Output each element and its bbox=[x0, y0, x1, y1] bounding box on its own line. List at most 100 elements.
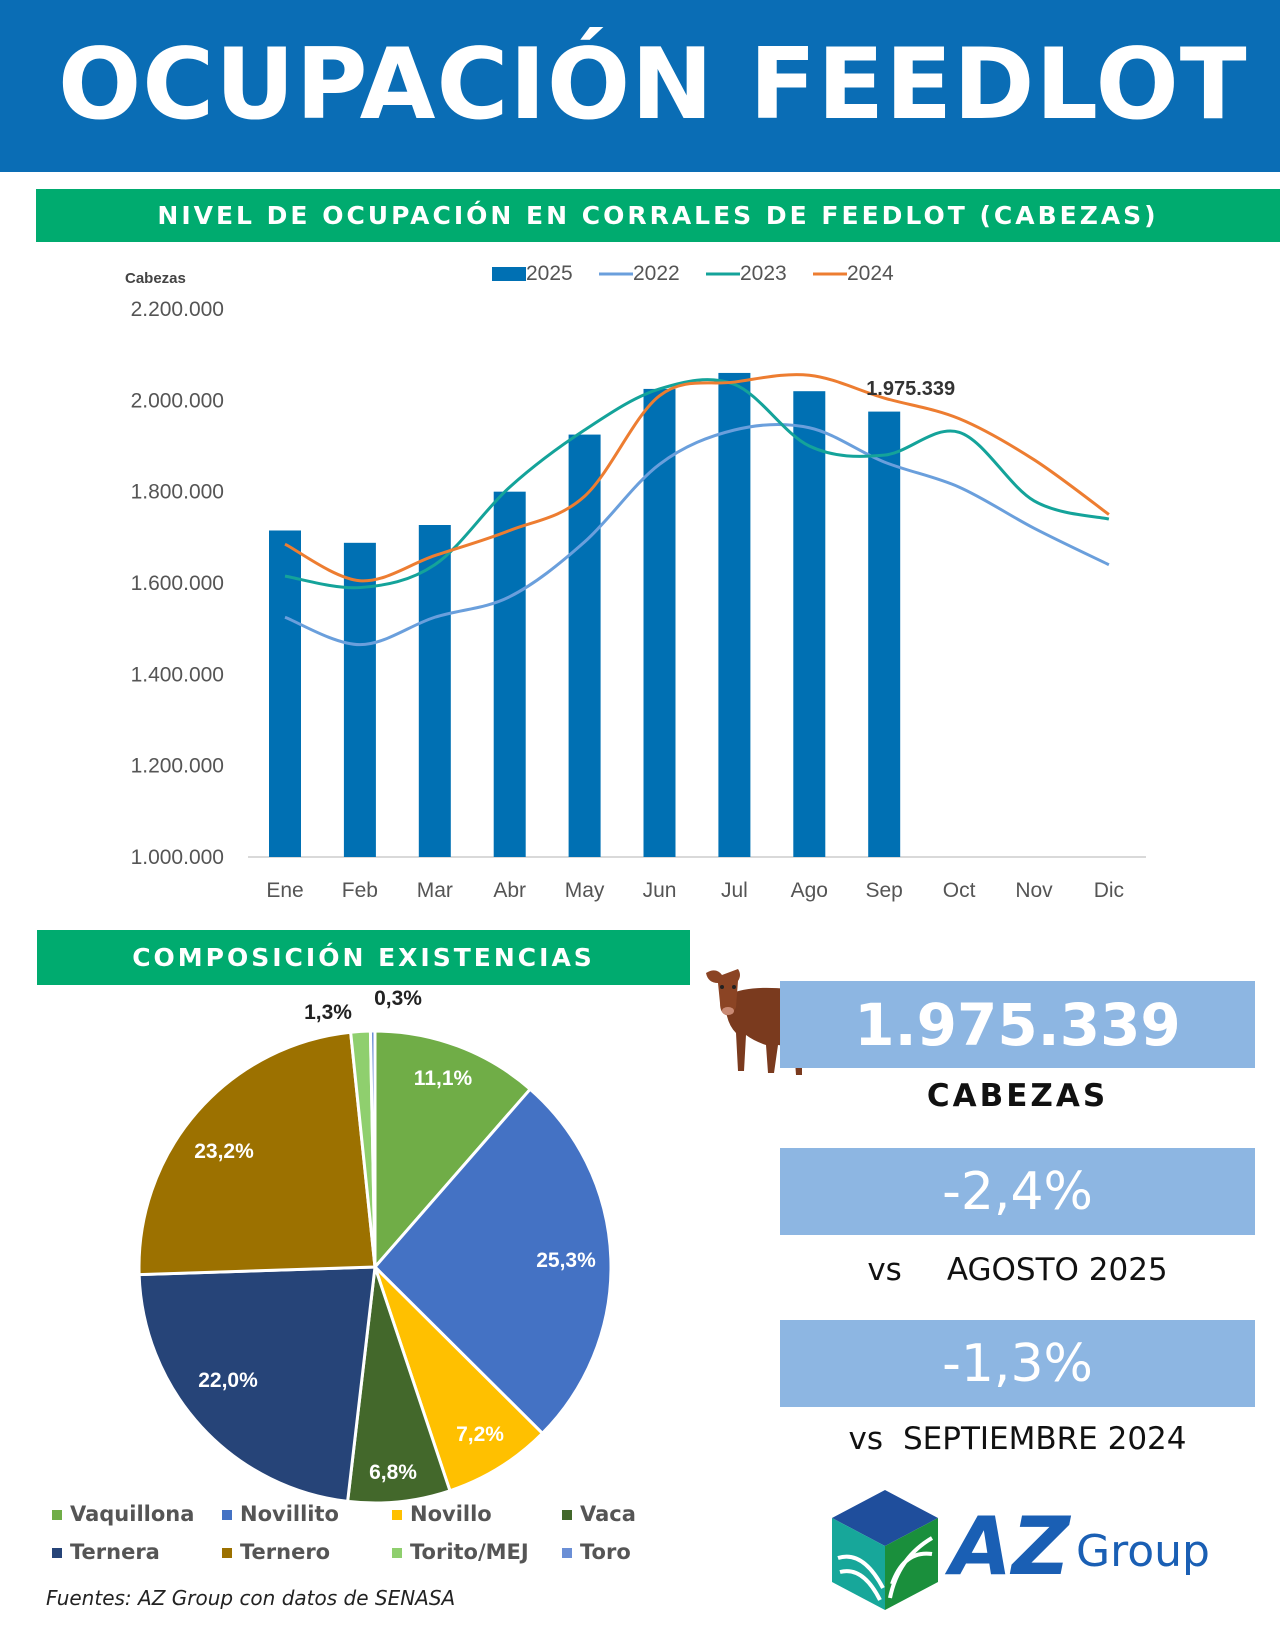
mom-change-box: -2,4% bbox=[780, 1148, 1255, 1235]
bar-2025 bbox=[493, 491, 526, 857]
legend-label: Torito/MEJ bbox=[410, 1540, 529, 1564]
y-axis-label: Cabezas bbox=[125, 270, 186, 287]
legend-label: Vaquillona bbox=[70, 1502, 195, 1526]
legend-label-2024: 2024 bbox=[847, 262, 894, 285]
legend-swatch bbox=[392, 1548, 402, 1558]
legend-item: Vaca bbox=[562, 1502, 682, 1526]
legend-label: Ternera bbox=[70, 1540, 160, 1564]
legend-swatch-2025 bbox=[492, 267, 526, 281]
legend-item: Novillo bbox=[392, 1502, 562, 1526]
x-tick-label: Abr bbox=[493, 879, 526, 902]
legend-label: Novillito bbox=[240, 1502, 339, 1526]
legend-swatch bbox=[222, 1510, 232, 1520]
pie-slice-novillito bbox=[372, 1087, 613, 1436]
x-tick-label: Dic bbox=[1094, 879, 1124, 902]
bar-2025 bbox=[343, 542, 376, 857]
legend-label-2023: 2023 bbox=[740, 262, 787, 285]
az-group-logo: AZ Group bbox=[828, 1488, 1228, 1613]
x-tick-label: Jun bbox=[643, 879, 677, 902]
legend-label: Novillo bbox=[410, 1502, 492, 1526]
y-tick-label: 2.000.000 bbox=[131, 389, 224, 412]
pie-slice-vaca bbox=[345, 1266, 452, 1505]
legend-swatch bbox=[392, 1510, 402, 1520]
bar-2025 bbox=[793, 391, 826, 857]
yoy-change-value: -1,3% bbox=[942, 1333, 1093, 1394]
data-label-sep-2025: 1.975.339 bbox=[866, 378, 955, 400]
y-tick-label: 1.200.000 bbox=[131, 755, 224, 778]
vs-text: vs bbox=[867, 1252, 902, 1288]
y-tick-label: 2.200.000 bbox=[131, 298, 224, 321]
x-tick-label: May bbox=[565, 879, 605, 902]
x-tick-label: Jul bbox=[721, 879, 748, 902]
legend-swatch bbox=[562, 1548, 572, 1558]
pie-slice-toro bbox=[368, 1029, 377, 1268]
x-tick-label: Ene bbox=[266, 879, 303, 902]
bar-2025 bbox=[269, 530, 301, 857]
legend-item: Vaquillona bbox=[52, 1502, 222, 1526]
yoy-period: SEPTIEMBRE 2024 bbox=[902, 1421, 1187, 1457]
mom-period: AGOSTO 2025 bbox=[946, 1252, 1168, 1288]
logo-text-az: AZ bbox=[950, 1500, 1070, 1593]
vs-text: vs bbox=[848, 1421, 883, 1457]
legend-label: Toro bbox=[580, 1540, 631, 1564]
page-title: OCUPACIÓN FEEDLOT bbox=[58, 28, 1248, 142]
line-2022 bbox=[284, 422, 1110, 647]
pie-slice-ternera bbox=[137, 1265, 377, 1504]
y-tick-label: 1.800.000 bbox=[131, 481, 224, 504]
chart-section-title: NIVEL DE OCUPACIÓN EN CORRALES DE FEEDLO… bbox=[36, 189, 1280, 242]
pie-legend: Vaquillona Novillito Novillo Vaca Ternera Ter… bbox=[52, 1502, 682, 1564]
legend-label-2025: 2025 bbox=[526, 262, 573, 285]
bar-2025 bbox=[643, 388, 676, 857]
composition-pie: 11,1% 25,3% 7,2% 6,8% 22,0% 23,2% 1,3% 0,3% bbox=[137, 987, 613, 1505]
logo-text-group: Group bbox=[1076, 1526, 1210, 1577]
x-tick-label: Oct bbox=[943, 879, 976, 902]
legend-swatch bbox=[562, 1510, 572, 1520]
legend-swatch bbox=[222, 1548, 232, 1558]
pie-label: 6,8% bbox=[369, 1461, 417, 1484]
pie-slice-ternero bbox=[137, 1030, 377, 1277]
legend-label: Vaca bbox=[580, 1502, 636, 1526]
mom-change-value: -2,4% bbox=[942, 1161, 1093, 1222]
line-2023 bbox=[284, 378, 1110, 590]
x-tick-label: Ago bbox=[791, 879, 828, 902]
legend-swatch bbox=[52, 1510, 62, 1520]
occupancy-chart: Cabezas 1.000.000 1.200.000 1.400.000 1.600.… bbox=[125, 262, 1146, 902]
y-tick-label: 1.000.000 bbox=[131, 846, 224, 869]
yoy-compare-label: vs SEPTIEMBRE 2024 bbox=[780, 1421, 1255, 1457]
legend-item: Torito/MEJ bbox=[392, 1540, 562, 1564]
line-2024 bbox=[284, 373, 1110, 583]
bar-2025 bbox=[418, 525, 451, 857]
header-banner: OCUPACIÓN FEEDLOT bbox=[0, 0, 1280, 172]
legend-label: Ternero bbox=[240, 1540, 331, 1564]
legend-item: Toro bbox=[562, 1540, 682, 1564]
cube-logo-icon bbox=[832, 1490, 938, 1610]
yoy-change-box: -1,3% bbox=[780, 1320, 1255, 1407]
mom-compare-label: vs AGOSTO 2025 bbox=[780, 1252, 1255, 1288]
y-tick-label: 1.400.000 bbox=[131, 663, 224, 686]
pie-label: 7,2% bbox=[456, 1423, 504, 1446]
legend-item: Novillito bbox=[222, 1502, 392, 1526]
legend-item: Ternera bbox=[52, 1540, 222, 1564]
pie-label: 23,2% bbox=[194, 1140, 254, 1163]
x-tick-label: Nov bbox=[1015, 879, 1053, 902]
x-tick-label: Mar bbox=[417, 879, 453, 902]
pie-label: 1,3% bbox=[304, 1001, 352, 1024]
total-heads-label: CABEZAS bbox=[926, 1078, 1109, 1114]
x-tick-label: Feb bbox=[342, 879, 378, 902]
pie-label: 0,3% bbox=[374, 987, 422, 1010]
pie-slice-vaquillona bbox=[373, 1029, 533, 1272]
source-footnote: Fuentes: AZ Group con datos de SENASA bbox=[46, 1586, 456, 1610]
pie-label: 11,1% bbox=[414, 1067, 473, 1090]
x-tick-label: Sep bbox=[866, 879, 903, 902]
bar-2025 bbox=[718, 372, 751, 857]
pie-slice-novillo bbox=[373, 1265, 545, 1493]
total-heads-value: 1.975.339 bbox=[854, 990, 1181, 1059]
legend-label-2022: 2022 bbox=[633, 262, 680, 285]
legend-swatch bbox=[52, 1548, 62, 1558]
total-heads-box: 1.975.339 bbox=[780, 981, 1255, 1068]
legend-item: Ternero bbox=[222, 1540, 392, 1564]
pie-label: 25,3% bbox=[536, 1249, 596, 1272]
pie-section-title: COMPOSICIÓN EXISTENCIAS bbox=[37, 930, 690, 985]
pie-label: 22,0% bbox=[198, 1369, 258, 1392]
